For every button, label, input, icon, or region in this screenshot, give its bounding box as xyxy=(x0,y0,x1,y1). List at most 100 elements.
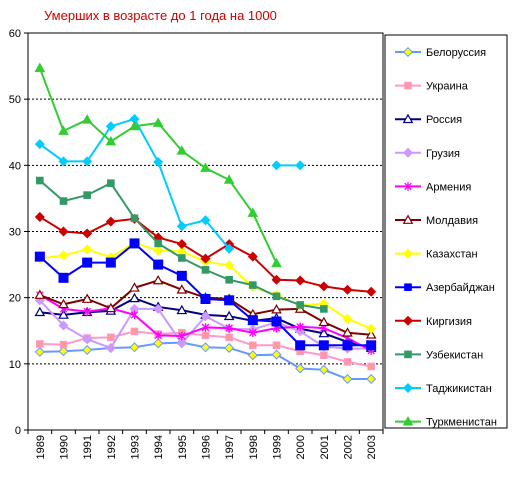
data-point xyxy=(176,284,188,294)
data-point xyxy=(320,305,328,313)
series-Киргизия xyxy=(34,211,377,297)
legend-item: Грузия xyxy=(395,147,460,160)
y-tick-label: 40 xyxy=(9,160,21,172)
legend-item: Узбекистан xyxy=(395,349,483,361)
x-tick-label: 2001 xyxy=(319,435,331,459)
data-point xyxy=(105,121,116,132)
data-point xyxy=(201,331,210,340)
legend-item: Казахстан xyxy=(395,248,478,261)
data-point xyxy=(176,338,187,349)
data-point xyxy=(34,346,45,357)
data-point xyxy=(83,191,91,199)
data-point xyxy=(130,310,139,320)
data-point xyxy=(83,307,91,316)
data-point xyxy=(176,145,188,155)
data-point xyxy=(271,274,282,285)
legend-marker xyxy=(402,214,414,224)
data-point xyxy=(200,215,211,226)
legend-marker xyxy=(402,46,414,58)
data-point xyxy=(36,176,44,185)
data-point xyxy=(34,211,45,222)
y-tick-label: 20 xyxy=(9,293,21,305)
x-tick-label: 2003 xyxy=(366,435,378,459)
legend-label: Узбекистан xyxy=(426,349,483,361)
data-point xyxy=(225,276,233,284)
legend-item: Украина xyxy=(395,81,469,93)
legend-marker xyxy=(402,416,414,426)
data-point xyxy=(105,216,116,227)
data-point xyxy=(247,315,258,326)
data-point xyxy=(343,358,352,366)
legend-marker xyxy=(402,382,414,394)
data-point xyxy=(58,125,69,135)
y-tick-label: 10 xyxy=(9,359,21,371)
legend-item: Армения xyxy=(395,181,471,193)
data-point xyxy=(82,334,93,345)
data-point xyxy=(223,174,235,184)
data-point xyxy=(130,214,139,223)
x-tick-label: 1991 xyxy=(82,435,94,459)
x-tick-label: 1989 xyxy=(35,435,47,459)
data-point xyxy=(342,327,353,337)
data-point xyxy=(129,238,140,249)
x-axis: 1989 1990 1991 1992 1993 1994 1995 1996 1997 1998… xyxy=(27,430,384,459)
data-point xyxy=(129,120,140,131)
data-point xyxy=(271,349,282,360)
data-point xyxy=(342,340,353,351)
data-point xyxy=(58,250,69,261)
series-Таджикистан xyxy=(34,114,306,254)
data-point xyxy=(224,342,235,353)
data-point xyxy=(34,139,45,150)
x-tick-label: 1996 xyxy=(201,435,213,459)
data-point xyxy=(271,257,282,268)
series-Азербайджан xyxy=(34,238,377,351)
series-Узбекистан xyxy=(36,176,328,313)
legend-marker xyxy=(404,350,412,359)
data-point xyxy=(224,260,235,271)
legend-marker xyxy=(402,113,414,124)
data-point xyxy=(81,293,93,303)
legend-label: Таджикистан xyxy=(426,383,492,395)
x-tick-label: 1995 xyxy=(177,435,189,459)
data-point xyxy=(82,257,93,268)
data-point xyxy=(367,362,375,371)
data-point xyxy=(366,323,377,334)
x-tick-label: 2002 xyxy=(343,435,355,459)
legend-marker xyxy=(402,147,414,158)
legend-item: Молдавия xyxy=(395,214,478,227)
data-point xyxy=(271,316,282,327)
data-point xyxy=(176,270,187,281)
data-point xyxy=(58,226,69,237)
data-point xyxy=(154,239,162,248)
legend-item: Таджикистан xyxy=(395,382,492,395)
data-point xyxy=(224,243,235,254)
data-point xyxy=(318,327,330,338)
legend-marker xyxy=(404,81,412,90)
data-point xyxy=(295,275,306,286)
data-point xyxy=(58,346,69,357)
data-point xyxy=(105,135,117,146)
legend-marker xyxy=(404,283,412,291)
series-group xyxy=(34,62,377,385)
data-point xyxy=(225,333,233,342)
data-point xyxy=(271,304,282,314)
legend-item: Россия xyxy=(395,113,462,126)
data-point xyxy=(296,301,304,309)
chart-title: Умерших в возрасте до 1 года на 1000 xyxy=(44,8,277,23)
data-point xyxy=(58,272,69,283)
data-point xyxy=(320,351,328,360)
data-point xyxy=(153,259,164,270)
legend-label: Грузия xyxy=(426,148,460,160)
legend-box xyxy=(384,34,508,429)
data-point xyxy=(129,342,140,353)
x-tick-label: 1998 xyxy=(248,435,260,459)
data-point xyxy=(318,281,329,292)
data-point xyxy=(200,311,211,322)
legend-label: Туркменистан xyxy=(426,417,497,429)
data-point xyxy=(59,340,68,349)
data-point xyxy=(130,327,139,336)
x-tick-label: 2000 xyxy=(295,435,307,459)
data-point xyxy=(107,333,115,342)
legend-label: Азербайджан xyxy=(426,282,495,294)
